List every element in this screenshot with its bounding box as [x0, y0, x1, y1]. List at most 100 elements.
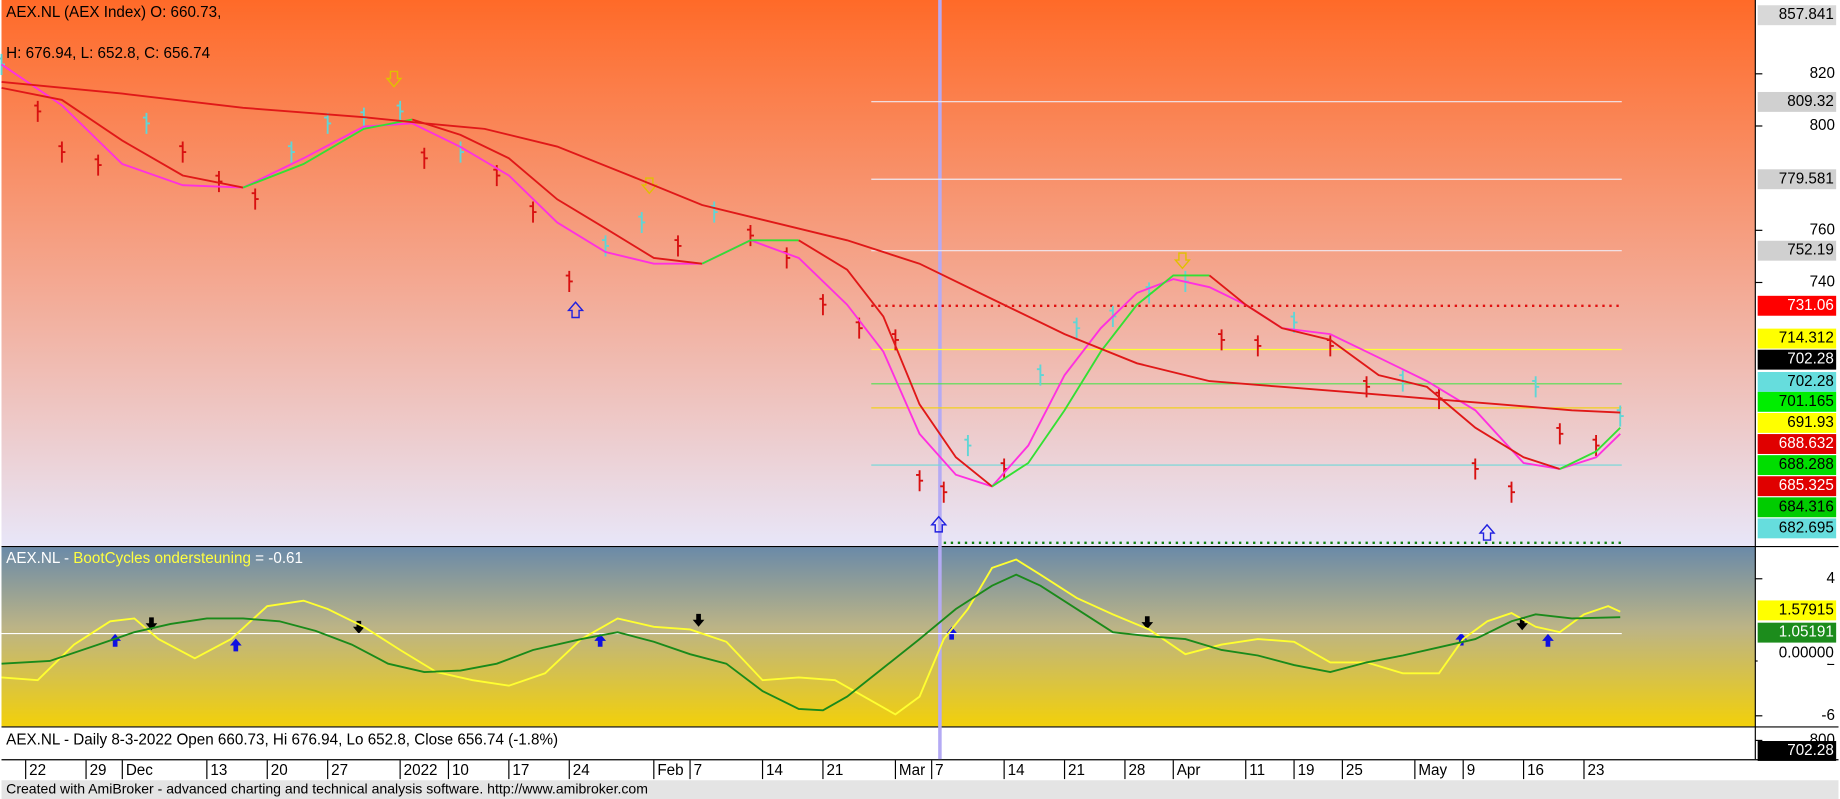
indicator-line	[1, 573, 1621, 712]
value-label: 688.632	[1779, 435, 1834, 452]
price-bar	[94, 154, 102, 176]
y-tick-label: 740	[1810, 274, 1835, 291]
value-label: 857.841	[1779, 6, 1834, 23]
x-tick-label: 16	[1527, 762, 1544, 779]
price-bar	[1218, 329, 1226, 351]
x-tick-label: 11	[1249, 762, 1265, 779]
value-label-box	[1757, 600, 1837, 621]
oscillator-pane	[1, 547, 1756, 727]
price-bar	[638, 211, 646, 234]
price-bar	[58, 141, 66, 163]
price-bar	[529, 201, 537, 223]
price-bar	[142, 112, 150, 134]
value-label: 691.93	[1787, 414, 1834, 431]
value-label: 682.695	[1779, 519, 1834, 536]
signal-arrows	[385, 70, 1496, 541]
value-label: 702.28	[1787, 373, 1834, 390]
x-tick-label: May	[1418, 762, 1447, 779]
price-bar	[34, 100, 42, 122]
price-subtitle: H: 676.94, L: 652.8, C: 656.74	[6, 45, 210, 62]
x-tick-label: 24	[573, 762, 590, 779]
value-label: 809.32	[1787, 93, 1834, 110]
footer: Created with AmiBroker - advanced charti…	[6, 780, 648, 796]
price-bar	[251, 188, 259, 210]
x-tick-label: Apr	[1177, 762, 1201, 779]
sell-arrow	[145, 617, 158, 631]
value-label-box	[1757, 91, 1837, 112]
value-label-box	[1757, 434, 1837, 454]
buy-arrow	[229, 638, 242, 652]
buy-arrow	[1542, 633, 1554, 647]
title-part: AEX.NL -	[6, 550, 73, 567]
value-label-box	[1757, 169, 1837, 190]
indicator-line	[1, 558, 1621, 716]
value-label: 702.28	[1787, 351, 1834, 368]
value-label-box	[1757, 741, 1837, 761]
buy-arrow	[1478, 523, 1496, 541]
indicator-line	[0, 63, 1621, 488]
buy-arrow	[1455, 632, 1468, 646]
price-bar	[1471, 458, 1479, 480]
value-label-box	[1757, 497, 1837, 518]
x-tick-label: Feb	[657, 762, 683, 779]
value-label-box	[1757, 5, 1837, 26]
value-label-box	[1757, 643, 1837, 664]
indicator-line	[1, 86, 244, 189]
x-tick-label: Mar	[899, 762, 925, 779]
price-bar	[1507, 481, 1516, 503]
sell-arrow	[1516, 617, 1529, 631]
indicator-line	[1559, 427, 1621, 470]
price-bar	[1616, 405, 1624, 427]
value-label: 688.288	[1779, 456, 1834, 473]
indicator-line	[1, 80, 1621, 414]
sell-arrow	[1141, 616, 1154, 630]
value-label: 714.312	[1779, 330, 1834, 347]
y-tick-label: 760	[1810, 221, 1835, 238]
price-bar	[916, 470, 924, 492]
x-tick-label: 21	[1068, 762, 1085, 779]
price-bar	[964, 434, 972, 457]
value-label-box	[1757, 328, 1837, 349]
buy-arrow	[930, 515, 948, 533]
y-tick-label: 4	[1827, 570, 1836, 587]
sell-arrow	[1173, 252, 1191, 270]
x-tick-label: 25	[1346, 762, 1363, 779]
x-tick-label: 7	[935, 762, 943, 779]
value-label: 1.05191	[1779, 624, 1834, 641]
indicator-line	[991, 274, 1210, 488]
value-label-box	[1757, 391, 1837, 412]
value-label-box	[1757, 371, 1837, 392]
value-label: 752.19	[1787, 242, 1834, 259]
indicator-line	[798, 239, 993, 488]
sell-arrow	[385, 70, 403, 88]
x-tick-label: 23	[1587, 762, 1604, 779]
value-label-box	[1757, 622, 1837, 643]
price-bar	[396, 100, 404, 122]
x-tick-label: 20	[271, 762, 288, 779]
price-bar	[179, 141, 187, 163]
price-bar	[324, 112, 332, 134]
x-tick-label: 9	[1467, 762, 1475, 779]
price-bar	[1073, 317, 1081, 339]
x-tick-label: Dec	[126, 762, 153, 779]
y-tick-label: 820	[1810, 65, 1835, 82]
y-tick-label: 800	[1810, 117, 1835, 134]
value-label: 701.165	[1779, 393, 1834, 410]
x-tick-label: 29	[90, 762, 107, 779]
y-tick-label: -6	[1821, 707, 1835, 724]
price-title: AEX.NL (AEX Index) O: 660.73,	[6, 4, 221, 21]
x-tick-label: 17	[512, 762, 529, 779]
x-tick-label: 14	[766, 762, 783, 779]
price-bar	[420, 147, 428, 169]
volume-pane	[1, 727, 1756, 760]
buy-arrow	[109, 633, 121, 647]
price-bar	[1556, 423, 1564, 445]
title-part: BootCycles ondersteuning	[73, 550, 251, 567]
value-label-box	[1757, 349, 1837, 370]
price-bar	[710, 201, 718, 223]
value-label-box	[1757, 476, 1837, 497]
value-label-box	[1757, 455, 1837, 476]
indicator-line	[242, 118, 413, 189]
price-bar	[601, 235, 610, 257]
